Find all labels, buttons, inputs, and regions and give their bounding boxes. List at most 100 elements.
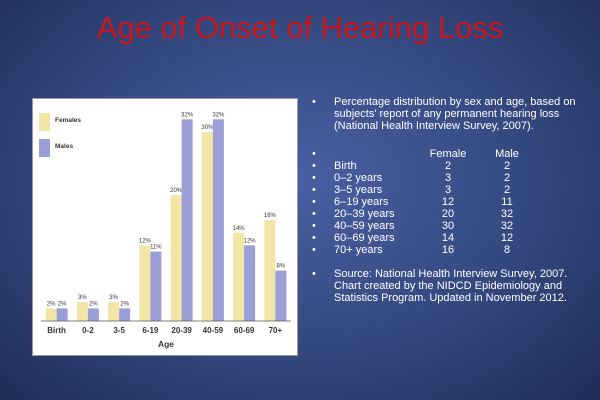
data-label: 2% [89, 301, 98, 307]
bar [87, 308, 99, 321]
data-label: 32% [181, 112, 194, 118]
data-label: 2% [47, 301, 56, 307]
row-female: 3 [444, 184, 452, 196]
note-source: • Source: National Health Interview Surv… [312, 268, 592, 304]
header-male: Male [495, 148, 519, 160]
x-tick-label: 0-2 [82, 326, 94, 335]
data-label: 8% [277, 264, 286, 270]
bar [212, 119, 224, 321]
data-label: 16% [264, 213, 277, 219]
table-row: • 70+ years 16 8 [312, 244, 592, 256]
x-tick-label: 3-5 [113, 326, 125, 335]
x-tick-label: 40-59 [203, 326, 224, 335]
data-label: 12% [244, 238, 257, 244]
data-label: 11% [150, 245, 162, 251]
x-tick-label: 6-19 [142, 326, 159, 335]
row-age: 20–39 years [334, 208, 395, 220]
bar [76, 302, 88, 321]
x-tick-label: 20-39 [171, 326, 192, 335]
legend-swatch [39, 139, 50, 157]
bar [139, 245, 151, 321]
table-rows: • Birth 2 2 • 0–2 years 3 2 • 3–5 years 3 2 • 6–19 ye… [312, 160, 592, 256]
row-age: 0–2 years [334, 172, 383, 184]
bar [119, 308, 131, 321]
bar [264, 220, 276, 321]
bullet: • [312, 232, 316, 244]
notes-panel: • Percentage distribution by sex and age… [312, 96, 592, 304]
data-label: 14% [233, 226, 246, 232]
data-label: 3% [78, 295, 87, 301]
bullet: • [312, 208, 316, 220]
table-row: • 20–39 years 20 32 [312, 208, 592, 220]
row-age: 40–59 years [334, 220, 395, 232]
bar [233, 232, 245, 321]
row-female: 20 [441, 208, 455, 220]
bar [108, 302, 120, 321]
bullet: • [312, 160, 316, 172]
row-male: 8 [503, 244, 511, 256]
row-male: 2 [503, 184, 511, 196]
row-female: 14 [441, 232, 455, 244]
row-male: 11 [501, 196, 513, 208]
row-age: Birth [334, 160, 357, 172]
row-age: 60–69 years [334, 232, 395, 244]
data-label: 30% [201, 125, 214, 131]
data-label: 3% [109, 295, 118, 301]
bar [181, 119, 193, 321]
bullet: • [312, 220, 316, 232]
table-row: • 3–5 years 3 2 [312, 184, 592, 196]
data-label: 12% [139, 238, 152, 244]
data-label: 2% [58, 301, 67, 307]
intro-text: Percentage distribution by sex and age, … [334, 96, 576, 132]
row-male: 12 [500, 232, 514, 244]
row-female: 30 [441, 220, 455, 232]
bar [150, 251, 162, 321]
row-male: 2 [503, 160, 511, 172]
data-label: 2% [120, 301, 129, 307]
header-female: Female [429, 148, 467, 160]
table-row: • 40–59 years 30 32 [312, 220, 592, 232]
row-age: 6–19 years [334, 196, 389, 208]
legend-label: Females [55, 117, 81, 124]
row-female: 3 [444, 172, 452, 184]
table-row: • 60–69 years 14 12 [312, 232, 592, 244]
bullet: • [312, 172, 316, 184]
legend-label: Males [55, 143, 73, 150]
bullet: • [312, 96, 316, 108]
x-tick-label: 60-69 [234, 326, 255, 335]
bullet: • [312, 244, 316, 256]
bullet: • [312, 268, 316, 280]
table-header-row: • Female Male [312, 148, 592, 160]
data-label: 20% [170, 188, 183, 194]
slide-title: Age of Onset of Hearing Loss [96, 10, 504, 45]
bar [170, 194, 182, 321]
note-intro: • Percentage distribution by sex and age… [312, 96, 592, 132]
bullet: • [312, 184, 316, 196]
row-male: 32 [500, 220, 514, 232]
data-label: 32% [212, 112, 225, 118]
table-row: • 6–19 years 12 11 [312, 196, 592, 208]
x-tick-label: 70+ [269, 326, 283, 335]
row-male: 32 [500, 208, 514, 220]
table-row: • Birth 2 2 [312, 160, 592, 172]
row-male: 2 [503, 172, 511, 184]
row-age: 3–5 years [334, 184, 383, 196]
bar [244, 245, 256, 321]
bullet: • [312, 196, 316, 208]
bar [56, 308, 68, 321]
bar [201, 131, 213, 321]
bullet: • [312, 148, 316, 160]
row-female: 2 [444, 160, 452, 172]
row-female: 12 [441, 196, 455, 208]
row-age: 70+ years [334, 244, 383, 256]
legend-swatch [39, 113, 50, 131]
bar [275, 270, 287, 321]
bar [45, 308, 57, 321]
row-female: 16 [441, 244, 455, 256]
table-row: • 0–2 years 3 2 [312, 172, 592, 184]
x-tick-label: Birth [47, 326, 66, 335]
x-axis-label: Age [158, 339, 174, 349]
chart-panel: Females Males 2% 2% Birth 3% 2% 0-2 3% 2% 3-5 12% 11… [32, 98, 298, 356]
source-text: Source: National Health Interview Survey… [334, 268, 568, 304]
